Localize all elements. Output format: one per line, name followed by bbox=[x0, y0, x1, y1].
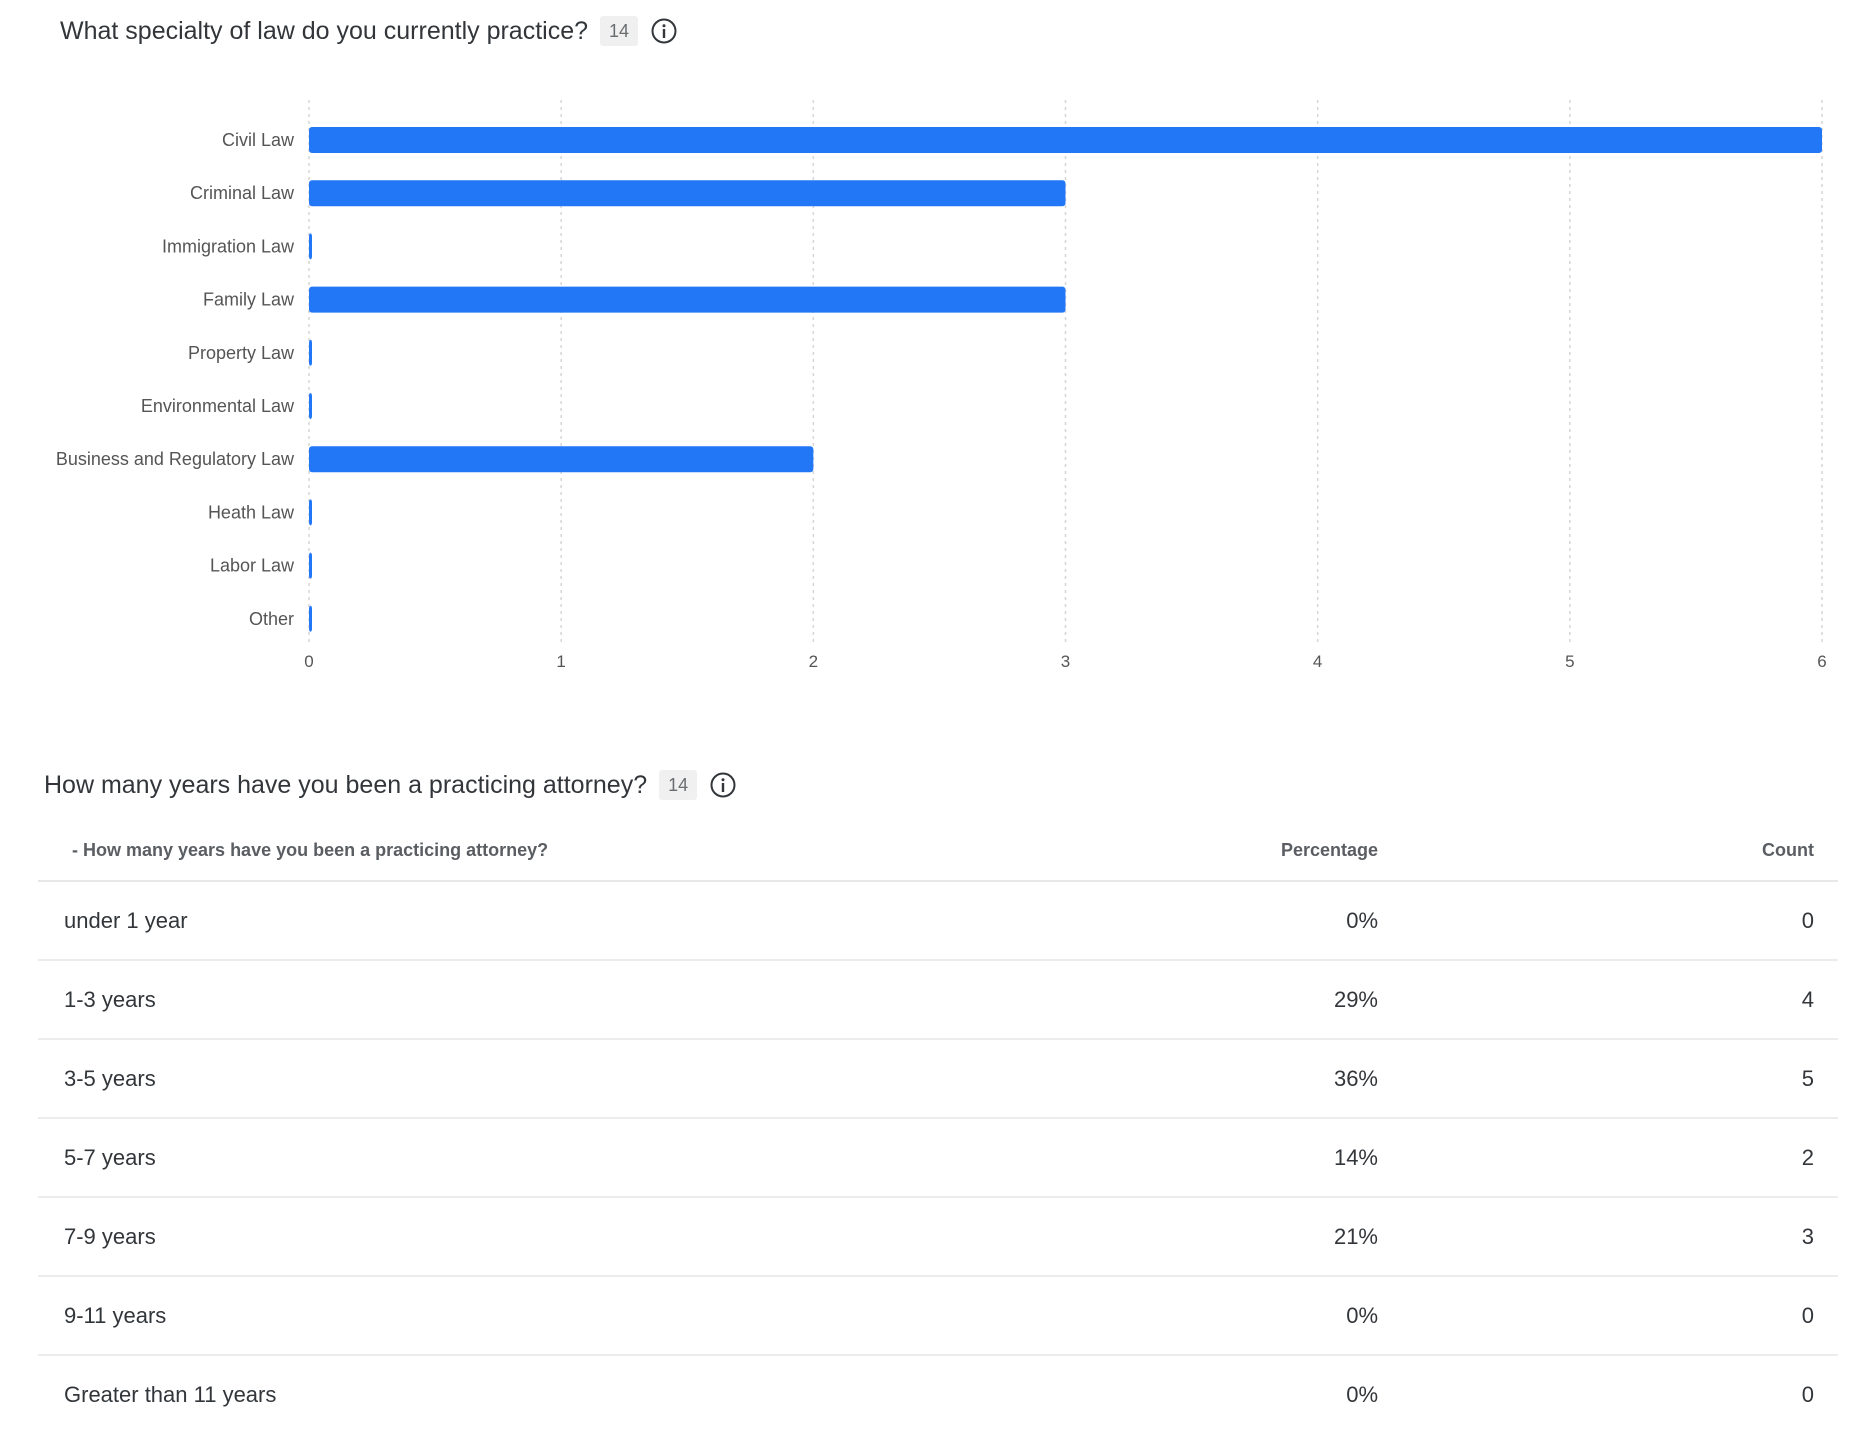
x-tick-label: 3 bbox=[1061, 652, 1070, 671]
row-percentage: 14% bbox=[1178, 1145, 1378, 1171]
row-label: 1-3 years bbox=[38, 987, 1178, 1013]
row-label: 7-9 years bbox=[38, 1224, 1178, 1250]
table-row: 5-7 years 14% 2 bbox=[38, 1119, 1838, 1198]
table-row: 7-9 years 21% 3 bbox=[38, 1198, 1838, 1277]
q1-response-count-badge: 14 bbox=[600, 16, 638, 46]
row-label: 3-5 years bbox=[38, 1066, 1178, 1092]
row-percentage: 29% bbox=[1178, 987, 1378, 1013]
row-label: 9-11 years bbox=[38, 1303, 1178, 1329]
category-label: Heath Law bbox=[208, 502, 295, 522]
row-count: 0 bbox=[1378, 1382, 1838, 1408]
q2-title: How many years have you been a practicin… bbox=[44, 771, 647, 800]
row-count: 5 bbox=[1378, 1066, 1838, 1092]
table-header: - How many years have you been a practic… bbox=[38, 820, 1838, 882]
bar[interactable] bbox=[309, 553, 312, 579]
category-label: Property Law bbox=[188, 343, 295, 363]
info-icon[interactable] bbox=[650, 17, 678, 45]
x-tick-label: 0 bbox=[304, 652, 313, 671]
row-count: 3 bbox=[1378, 1224, 1838, 1250]
q2-response-count-badge: 14 bbox=[659, 770, 697, 800]
q2-header: How many years have you been a practicin… bbox=[44, 770, 737, 800]
bar[interactable] bbox=[309, 127, 1822, 153]
bar[interactable] bbox=[309, 499, 312, 525]
bar[interactable] bbox=[309, 393, 312, 419]
category-label: Criminal Law bbox=[190, 183, 295, 203]
table-row: 1-3 years 29% 4 bbox=[38, 961, 1838, 1040]
column-header-question[interactable]: - How many years have you been a practic… bbox=[38, 840, 1178, 861]
row-count: 2 bbox=[1378, 1145, 1838, 1171]
row-percentage: 21% bbox=[1178, 1224, 1378, 1250]
bar[interactable] bbox=[309, 180, 1066, 206]
category-label: Labor Law bbox=[210, 556, 295, 576]
x-tick-label: 6 bbox=[1817, 652, 1826, 671]
category-label: Civil Law bbox=[222, 130, 295, 150]
q1-title: What specialty of law do you currently p… bbox=[60, 17, 588, 46]
row-count: 4 bbox=[1378, 987, 1838, 1013]
column-header-percentage[interactable]: Percentage bbox=[1178, 840, 1378, 861]
table-row: 9-11 years 0% 0 bbox=[38, 1277, 1838, 1356]
category-label: Other bbox=[249, 609, 294, 629]
info-icon[interactable] bbox=[709, 771, 737, 799]
row-percentage: 0% bbox=[1178, 1382, 1378, 1408]
table-row: 3-5 years 36% 5 bbox=[38, 1040, 1838, 1119]
row-label: under 1 year bbox=[38, 908, 1178, 934]
bar[interactable] bbox=[309, 606, 312, 632]
category-label: Environmental Law bbox=[141, 396, 295, 416]
category-label: Business and Regulatory Law bbox=[56, 449, 295, 469]
chart-x-tick-labels: 0 1 2 3 4 5 6 bbox=[304, 652, 1826, 671]
row-count: 0 bbox=[1378, 1303, 1838, 1329]
bar[interactable] bbox=[309, 233, 312, 259]
row-percentage: 0% bbox=[1178, 908, 1378, 934]
column-header-count[interactable]: Count bbox=[1378, 840, 1838, 861]
specialty-bar-chart: Civil Law Criminal Law Immigration Law Fami… bbox=[0, 90, 1851, 690]
q1-header: What specialty of law do you currently p… bbox=[60, 16, 678, 46]
years-practicing-table: - How many years have you been a practic… bbox=[38, 820, 1838, 1433]
x-tick-label: 2 bbox=[809, 652, 818, 671]
x-tick-label: 1 bbox=[556, 652, 565, 671]
x-tick-label: 4 bbox=[1313, 652, 1322, 671]
table-row: under 1 year 0% 0 bbox=[38, 882, 1838, 961]
category-label: Family Law bbox=[203, 290, 295, 310]
bar[interactable] bbox=[309, 446, 813, 472]
row-label: Greater than 11 years bbox=[38, 1382, 1178, 1408]
x-tick-label: 5 bbox=[1565, 652, 1574, 671]
bar[interactable] bbox=[309, 340, 312, 366]
row-count: 0 bbox=[1378, 908, 1838, 934]
chart-category-labels: Civil Law Criminal Law Immigration Law Fami… bbox=[56, 130, 295, 629]
table-row: Greater than 11 years 0% 0 bbox=[38, 1356, 1838, 1433]
row-percentage: 36% bbox=[1178, 1066, 1378, 1092]
row-percentage: 0% bbox=[1178, 1303, 1378, 1329]
row-label: 5-7 years bbox=[38, 1145, 1178, 1171]
category-label: Immigration Law bbox=[162, 236, 295, 256]
bar[interactable] bbox=[309, 287, 1066, 313]
